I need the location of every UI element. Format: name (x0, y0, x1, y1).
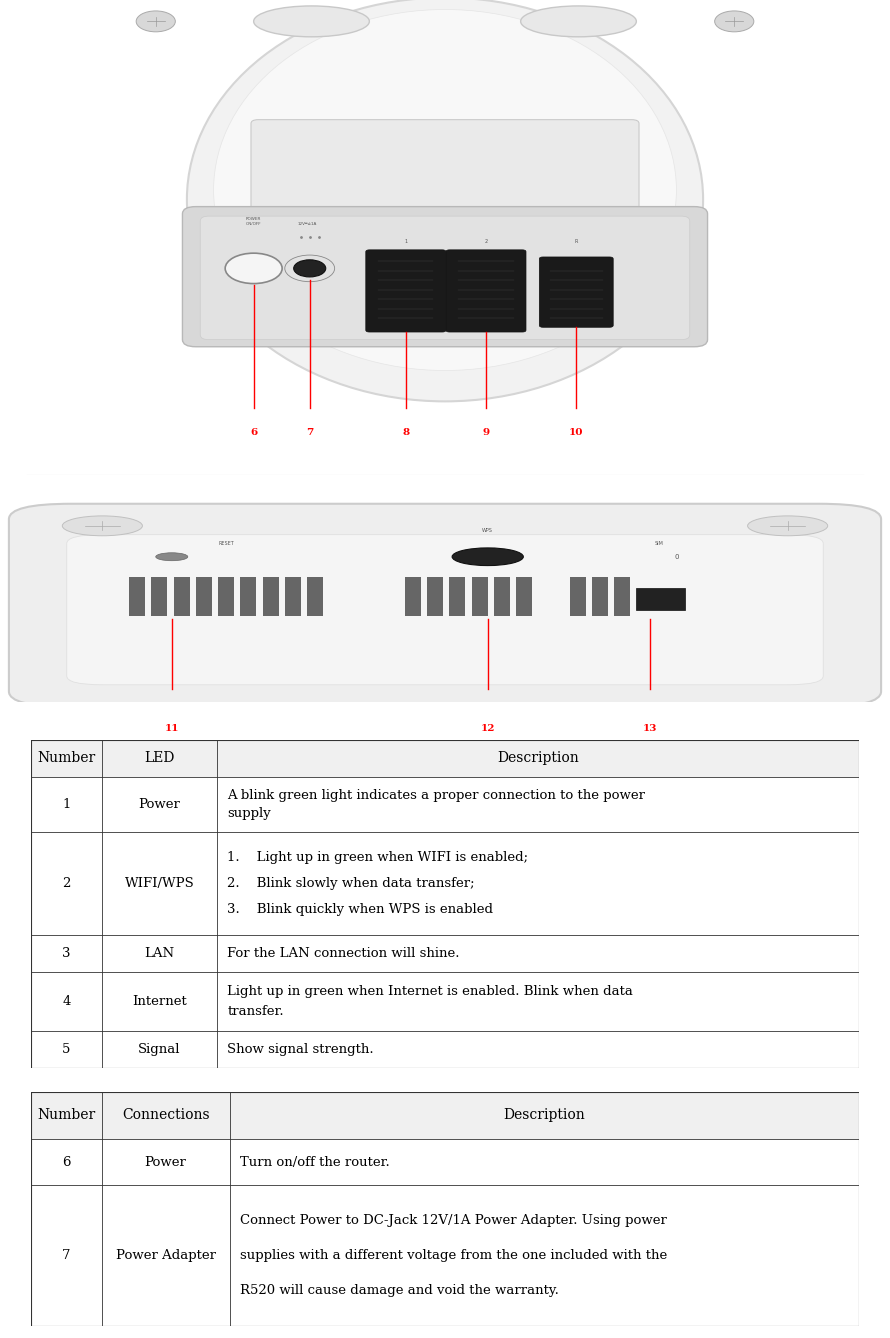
FancyBboxPatch shape (366, 250, 446, 332)
Text: 1: 1 (404, 238, 408, 244)
Text: 2.    Blink slowly when data transfer;: 2. Blink slowly when data transfer; (227, 878, 475, 890)
FancyBboxPatch shape (539, 257, 613, 328)
Text: 0: 0 (674, 554, 679, 559)
Text: WPS: WPS (482, 527, 493, 533)
Bar (196, 577, 212, 617)
Circle shape (748, 516, 828, 535)
Circle shape (225, 253, 282, 284)
Text: R: R (574, 238, 578, 244)
Bar (307, 577, 323, 617)
FancyBboxPatch shape (446, 250, 526, 332)
Text: 2: 2 (484, 238, 488, 244)
Text: Description: Description (498, 752, 579, 765)
Text: 12: 12 (481, 724, 495, 733)
Bar (218, 577, 234, 617)
Bar (516, 577, 532, 617)
Ellipse shape (254, 5, 369, 37)
Circle shape (452, 549, 523, 566)
Text: 6: 6 (62, 1156, 70, 1168)
Text: R520 will cause damage and void the warranty.: R520 will cause damage and void the warr… (239, 1284, 559, 1298)
Bar (449, 577, 465, 617)
Text: 10: 10 (569, 428, 583, 436)
Text: 4: 4 (62, 995, 70, 1008)
Ellipse shape (521, 5, 636, 37)
Text: Internet: Internet (132, 995, 187, 1008)
Bar (405, 577, 421, 617)
Text: Power: Power (145, 1156, 187, 1168)
Text: transfer.: transfer. (227, 1005, 284, 1018)
Text: supplies with a different voltage from the one included with the: supplies with a different voltage from t… (239, 1250, 667, 1262)
Text: SIM: SIM (654, 541, 663, 546)
Text: 6: 6 (250, 428, 257, 436)
Text: 13: 13 (643, 724, 657, 733)
Bar (174, 577, 190, 617)
FancyBboxPatch shape (200, 217, 690, 340)
Bar (31, 1092, 859, 1139)
Text: 5: 5 (62, 1042, 70, 1056)
Text: LED: LED (144, 752, 174, 765)
Text: Turn on/off the router.: Turn on/off the router. (239, 1156, 390, 1168)
Text: A blink green light indicates a proper connection to the power: A blink green light indicates a proper c… (227, 788, 645, 801)
Bar (285, 577, 301, 617)
Text: Light up in green when Internet is enabled. Blink when data: Light up in green when Internet is enabl… (227, 985, 633, 998)
FancyBboxPatch shape (67, 535, 823, 685)
Text: 1.    Light up in green when WIFI is enabled;: 1. Light up in green when WIFI is enable… (227, 851, 529, 864)
Circle shape (294, 260, 326, 277)
Text: 12V═≐1A: 12V═≐1A (297, 222, 317, 226)
Text: 3.    Blink quickly when WPS is enabled: 3. Blink quickly when WPS is enabled (227, 903, 493, 915)
Text: 7: 7 (62, 1250, 70, 1262)
Text: Signal: Signal (138, 1042, 181, 1056)
Text: supply: supply (227, 807, 271, 820)
Bar (31, 740, 859, 777)
Bar (636, 587, 685, 610)
Bar (263, 577, 279, 617)
Ellipse shape (214, 9, 676, 371)
Text: 2: 2 (62, 878, 70, 890)
Text: Number: Number (37, 752, 95, 765)
Bar (494, 577, 510, 617)
Text: 3: 3 (62, 947, 70, 961)
Bar (151, 577, 167, 617)
Bar (592, 577, 608, 617)
Text: 11: 11 (165, 724, 179, 733)
Text: Connections: Connections (122, 1108, 209, 1123)
Text: LAN: LAN (144, 947, 174, 961)
FancyBboxPatch shape (251, 119, 639, 210)
Text: WIFI/WPS: WIFI/WPS (125, 878, 194, 890)
Bar (129, 577, 145, 617)
FancyBboxPatch shape (182, 206, 708, 347)
Text: Description: Description (504, 1108, 586, 1123)
Text: 9: 9 (482, 428, 490, 436)
Circle shape (715, 11, 754, 32)
Bar (472, 577, 488, 617)
Text: Power: Power (139, 797, 181, 811)
FancyBboxPatch shape (9, 503, 881, 706)
Text: POWER
ON/OFF: POWER ON/OFF (246, 217, 262, 226)
Ellipse shape (187, 0, 703, 401)
Text: 7: 7 (306, 428, 313, 436)
Text: Connect Power to DC-Jack 12V/1A Power Adapter. Using power: Connect Power to DC-Jack 12V/1A Power Ad… (239, 1214, 667, 1227)
Text: 1: 1 (62, 797, 70, 811)
Bar (614, 577, 630, 617)
Bar (240, 577, 256, 617)
Circle shape (62, 516, 142, 535)
Text: For the LAN connection will shine.: For the LAN connection will shine. (227, 947, 460, 961)
Text: 8: 8 (402, 428, 409, 436)
Text: Power Adapter: Power Adapter (116, 1250, 215, 1262)
Circle shape (156, 553, 188, 561)
Circle shape (136, 11, 175, 32)
Text: Show signal strength.: Show signal strength. (227, 1042, 374, 1056)
Text: Number: Number (37, 1108, 95, 1123)
Bar (427, 577, 443, 617)
Text: RESET: RESET (218, 541, 234, 546)
Bar (570, 577, 586, 617)
